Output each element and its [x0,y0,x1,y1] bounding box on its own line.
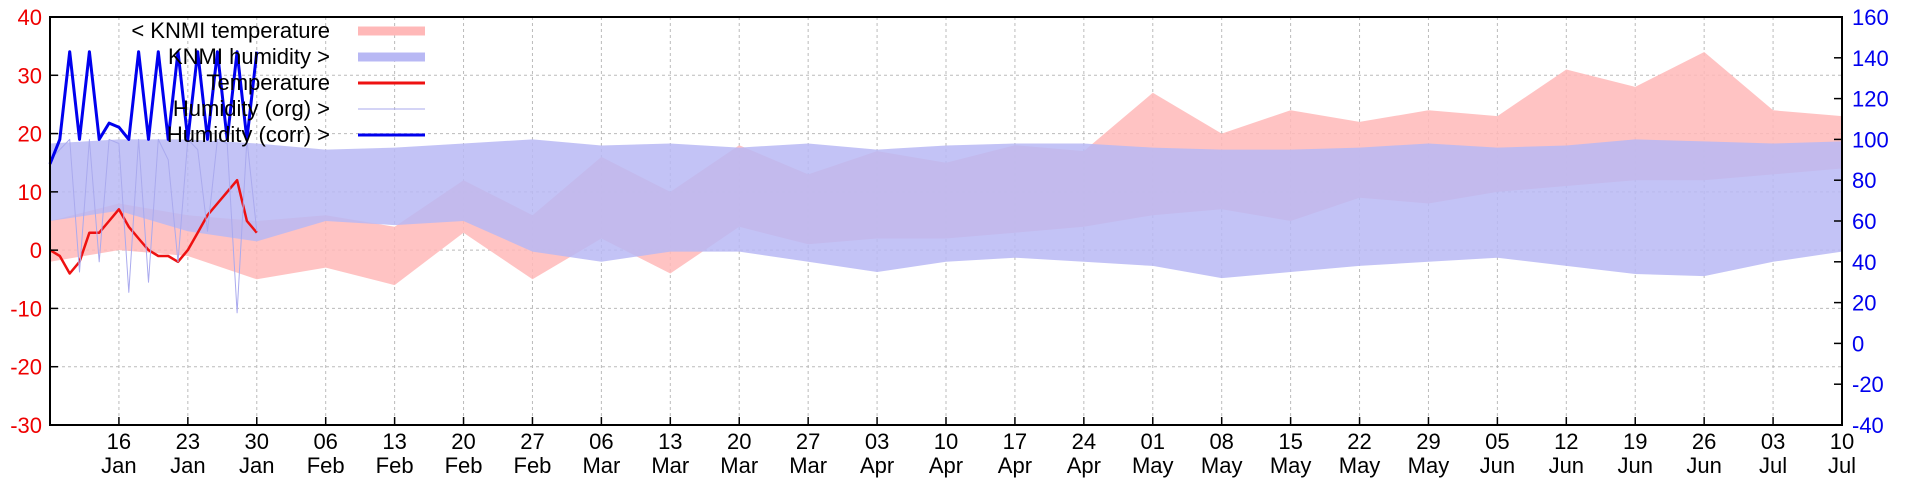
left-tick-label: 0 [30,238,42,263]
x-tick-day: 12 [1554,429,1578,454]
x-tick-month: Apr [998,453,1032,478]
x-tick-day: 26 [1692,429,1716,454]
left-tick-label: -30 [10,413,42,438]
x-tick-day: 15 [1278,429,1302,454]
x-tick-day: 29 [1416,429,1440,454]
x-tick-month: Mar [720,453,758,478]
right-tick-label: -20 [1852,372,1884,397]
x-tick-month: Jul [1759,453,1787,478]
left-tick-label: 10 [18,180,42,205]
right-tick-label: 0 [1852,331,1864,356]
x-tick-month: May [1132,453,1174,478]
x-tick-day: 19 [1623,429,1647,454]
x-tick-day: 24 [1072,429,1096,454]
x-tick-month: Apr [1067,453,1101,478]
x-tick-month: Feb [307,453,345,478]
x-tick-month: Mar [651,453,689,478]
x-tick-day: 01 [1141,429,1165,454]
x-tick-month: Feb [514,453,552,478]
x-tick-month: Jan [170,453,205,478]
x-tick-month: May [1270,453,1312,478]
left-tick-label: -10 [10,296,42,321]
x-tick-day: 03 [865,429,889,454]
x-axis-ticks: 16Jan23Jan30Jan06Feb13Feb20Feb27Feb06Mar… [101,417,1856,478]
left-tick-label: 30 [18,63,42,88]
x-tick-day: 27 [796,429,820,454]
left-tick-label: -20 [10,355,42,380]
x-tick-month: Jun [1686,453,1721,478]
right-tick-label: 40 [1852,250,1876,275]
x-tick-month: Jun [1480,453,1515,478]
x-tick-day: 13 [382,429,406,454]
right-tick-label: 60 [1852,209,1876,234]
legend-label-humidity_org: Humidity (org) > [173,96,330,121]
right-tick-label: 120 [1852,87,1889,112]
x-tick-month: Mar [789,453,827,478]
x-tick-day: 05 [1485,429,1509,454]
humidity_corr-line [48,50,259,165]
x-tick-month: Apr [929,453,963,478]
legend-label-knmi_humidity: KNMI humidity > [168,44,330,69]
x-tick-month: Apr [860,453,894,478]
humidity_org-line [49,138,258,314]
x-tick-day: 22 [1347,429,1371,454]
x-tick-month: May [1201,453,1243,478]
legend-label-knmi_temperature: < KNMI temperature [131,18,330,43]
right-tick-label: 140 [1852,46,1889,71]
right-tick-label: 80 [1852,168,1876,193]
right-tick-label: 100 [1852,127,1889,152]
x-tick-day: 16 [107,429,131,454]
x-tick-day: 17 [1003,429,1027,454]
x-tick-day: 08 [1209,429,1233,454]
x-tick-day: 20 [727,429,751,454]
x-tick-day: 03 [1761,429,1785,454]
right-tick-label: 20 [1852,291,1876,316]
x-tick-month: Feb [376,453,414,478]
knmi_humidity-band [50,139,1842,279]
x-tick-day: 10 [1830,429,1854,454]
band-series [50,52,1842,286]
legend-label-temperature: Temperature [206,70,330,95]
x-tick-month: Feb [445,453,483,478]
right-axis-ticks: -40 -20 0 20 40 60 80 100 120 140 160 [1834,5,1889,438]
x-tick-day: 10 [934,429,958,454]
x-tick-month: Jan [239,453,274,478]
x-tick-month: Jun [1617,453,1652,478]
x-tick-month: Jun [1549,453,1584,478]
temperature-line [49,178,258,275]
x-tick-day: 23 [176,429,200,454]
x-tick-month: May [1339,453,1381,478]
x-tick-month: Jul [1828,453,1856,478]
right-tick-label: 160 [1852,5,1889,30]
legend-label-humidity_corr: Humidity (corr) > [167,122,330,147]
x-tick-day: 30 [245,429,269,454]
x-tick-day: 27 [520,429,544,454]
x-tick-day: 06 [313,429,337,454]
x-tick-month: May [1408,453,1450,478]
left-tick-label: 20 [18,122,42,147]
left-tick-label: 40 [18,5,42,30]
x-tick-month: Mar [582,453,620,478]
x-tick-day: 13 [658,429,682,454]
left-axis-ticks: -30 -20 -10 0 10 20 30 40 [10,5,58,438]
right-tick-label: -40 [1852,413,1884,438]
x-tick-day: 20 [451,429,475,454]
x-tick-month: Jan [101,453,136,478]
line-series [48,50,259,314]
x-tick-day: 06 [589,429,613,454]
